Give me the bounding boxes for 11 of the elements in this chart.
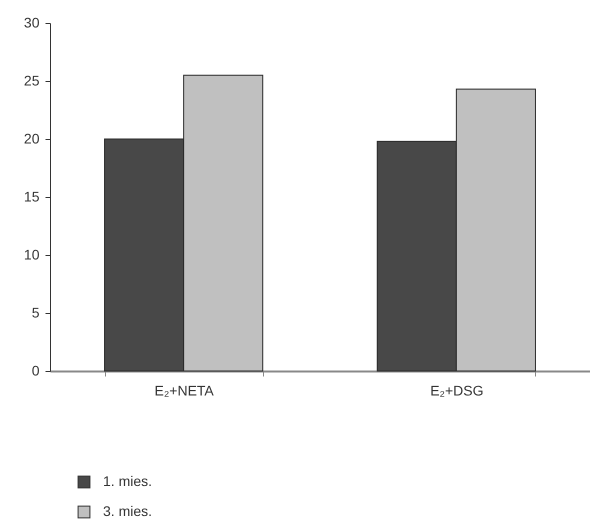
x-tick-label: E₂+DSG	[430, 382, 484, 398]
y-tick-label: 10	[24, 246, 40, 262]
legend-label: 1. mies.	[103, 473, 152, 489]
legend-label: 3. mies.	[103, 503, 152, 519]
y-tick-label: 5	[32, 304, 40, 320]
y-tick-label: 20	[24, 130, 40, 146]
y-tick-label: 0	[32, 362, 40, 378]
y-tick-label: 30	[24, 14, 40, 30]
x-tick-label: E₂+NETA	[154, 382, 214, 398]
y-tick-label: 15	[24, 188, 40, 204]
y-tick-label: 25	[24, 72, 40, 88]
